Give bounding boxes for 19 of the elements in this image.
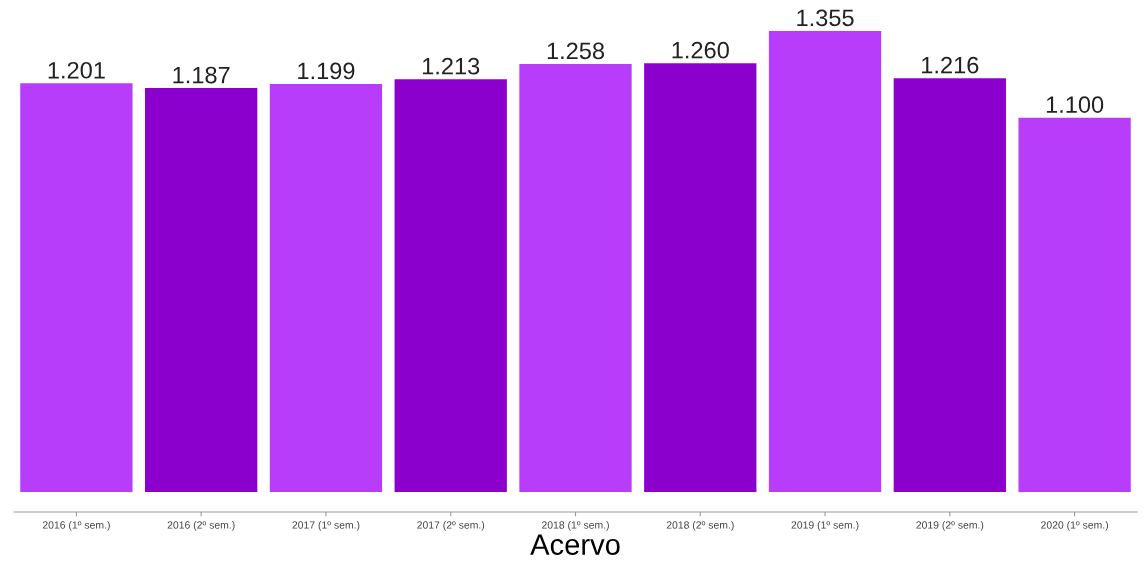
x-tick-label: 2017 (1º sem.) bbox=[292, 521, 360, 531]
data-label: 1.260 bbox=[672, 41, 729, 59]
x-tick-label: 2017 (2º sem.) bbox=[417, 521, 485, 531]
x-tick-label: 2020 (1º sem.) bbox=[1041, 521, 1108, 531]
data-label: 1.187 bbox=[173, 66, 230, 84]
data-label: 1.201 bbox=[48, 61, 105, 79]
x-tick-label: 2016 (1º sem.) bbox=[42, 521, 110, 531]
x-tick-label: 2018 (1º sem.) bbox=[541, 521, 609, 531]
data-label: 1.355 bbox=[797, 9, 854, 27]
x-tick-label: 2019 (2º sem.) bbox=[916, 521, 984, 531]
x-axis-title: Acervo bbox=[530, 534, 620, 555]
data-label: 1.100 bbox=[1046, 96, 1104, 113]
x-tick-label: 2018 (2º sem.) bbox=[666, 521, 734, 531]
data-label: 1.199 bbox=[298, 62, 355, 80]
x-tick-label: 2019 (1º sem.) bbox=[791, 521, 859, 531]
data-label: 1.216 bbox=[922, 56, 979, 74]
data-label: 1.213 bbox=[422, 57, 480, 75]
x-tick-label: 2016 (2º sem.) bbox=[167, 521, 235, 531]
data-label: 1.258 bbox=[547, 42, 605, 60]
